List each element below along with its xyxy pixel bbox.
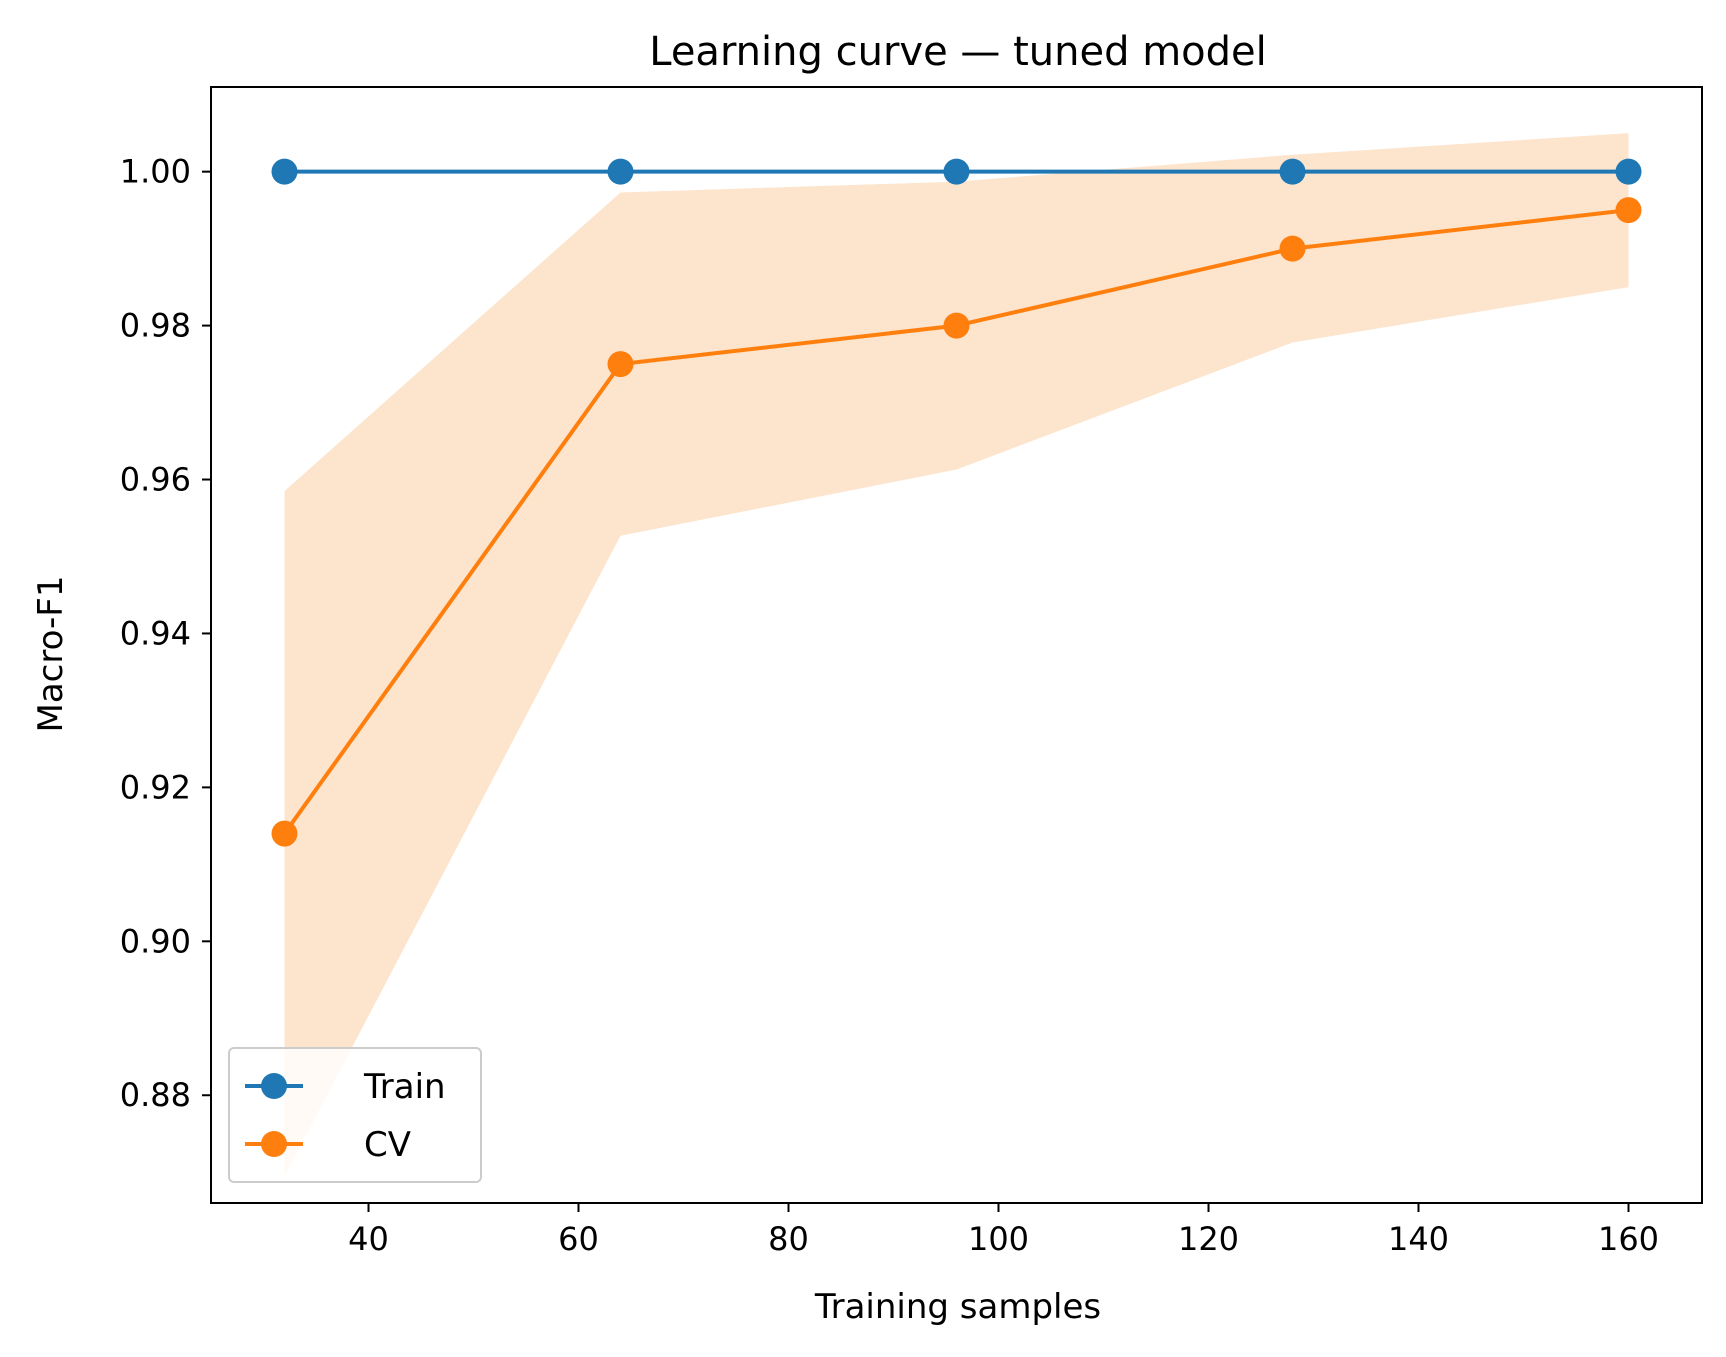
legend-marker-train bbox=[261, 1073, 287, 1099]
data-point-cv-0 bbox=[271, 820, 298, 847]
data-point-train-1 bbox=[607, 158, 634, 185]
legend-label-train: Train bbox=[363, 1067, 446, 1107]
y-axis-label: Macro-F1 bbox=[31, 576, 71, 733]
y-tick-label: 0.94 bbox=[120, 614, 191, 652]
x-tick-label: 120 bbox=[1178, 1220, 1239, 1258]
x-tick-label: 80 bbox=[768, 1220, 809, 1258]
x-tick-label: 140 bbox=[1388, 1220, 1449, 1258]
legend: Train CV bbox=[228, 1047, 482, 1183]
chart-title: Learning curve — tuned model bbox=[649, 29, 1267, 75]
legend-label-cv: CV bbox=[364, 1125, 411, 1165]
data-point-train-2 bbox=[943, 158, 970, 185]
x-axis-label: Training samples bbox=[814, 1287, 1101, 1327]
data-point-cv-1 bbox=[607, 351, 634, 378]
y-tick-label: 0.98 bbox=[120, 307, 191, 345]
x-tick-label: 40 bbox=[348, 1220, 389, 1258]
x-tick-label: 160 bbox=[1598, 1220, 1659, 1258]
data-point-cv-3 bbox=[1279, 235, 1306, 262]
legend-marker-cv bbox=[261, 1131, 287, 1157]
y-tick-label: 0.90 bbox=[120, 922, 191, 960]
axes-frame bbox=[210, 86, 1703, 1204]
x-tick-label: 100 bbox=[968, 1220, 1029, 1258]
y-tick-label: 1.00 bbox=[120, 153, 191, 191]
y-tick-label: 0.88 bbox=[120, 1076, 191, 1114]
x-tick-label: 60 bbox=[558, 1220, 599, 1258]
data-point-train-3 bbox=[1279, 158, 1306, 185]
data-point-train-4 bbox=[1615, 158, 1642, 185]
legend-box bbox=[228, 1047, 482, 1183]
series-band-cv bbox=[284, 133, 1629, 1177]
plot-content bbox=[271, 133, 1642, 1177]
y-tick-label: 0.96 bbox=[120, 461, 191, 499]
data-point-cv-2 bbox=[943, 312, 970, 339]
plot-area: 40 60 80 100 120 140 160 0.88 0.90 0.92 0.94 0.96 0.… bbox=[120, 86, 1703, 1258]
data-point-train-0 bbox=[271, 158, 298, 185]
y-tick-label: 0.92 bbox=[120, 768, 191, 806]
data-point-cv-4 bbox=[1615, 197, 1642, 224]
